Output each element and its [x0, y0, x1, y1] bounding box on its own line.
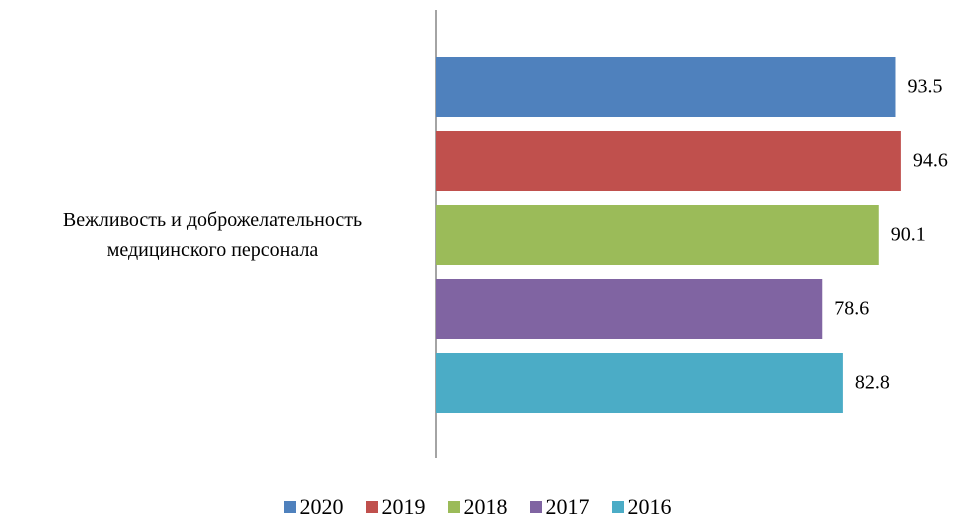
legend-item: 2020	[283, 494, 344, 520]
category-label: Вежливость и доброжелательность медицинс…	[62, 209, 363, 261]
value-label: 90.1	[891, 224, 926, 246]
legend-swatch	[447, 501, 460, 513]
legend-item: 2016	[611, 494, 672, 520]
legend-swatch	[529, 501, 542, 513]
value-label: 78.6	[834, 298, 869, 320]
bar	[436, 279, 823, 339]
legend: 2020 2019 2018 2017 2016	[0, 494, 955, 520]
legend-swatch	[365, 501, 378, 513]
bar	[436, 205, 879, 265]
value-label: 93.5	[907, 76, 942, 98]
value-label: 94.6	[913, 150, 948, 172]
legend-swatch	[283, 501, 296, 513]
legend-label: 2016	[627, 494, 672, 519]
legend-item: 2018	[447, 494, 508, 520]
legend-item: 2019	[365, 494, 426, 520]
value-label: 82.8	[855, 372, 890, 394]
legend-swatch	[611, 501, 624, 513]
legend-label: 2017	[545, 494, 590, 519]
legend-label: 2020	[299, 494, 344, 519]
bar	[436, 353, 843, 413]
bar	[436, 131, 901, 191]
legend-label: 2019	[381, 494, 426, 519]
legend-item: 2017	[529, 494, 590, 520]
legend-label: 2018	[463, 494, 508, 519]
bar	[436, 57, 896, 117]
